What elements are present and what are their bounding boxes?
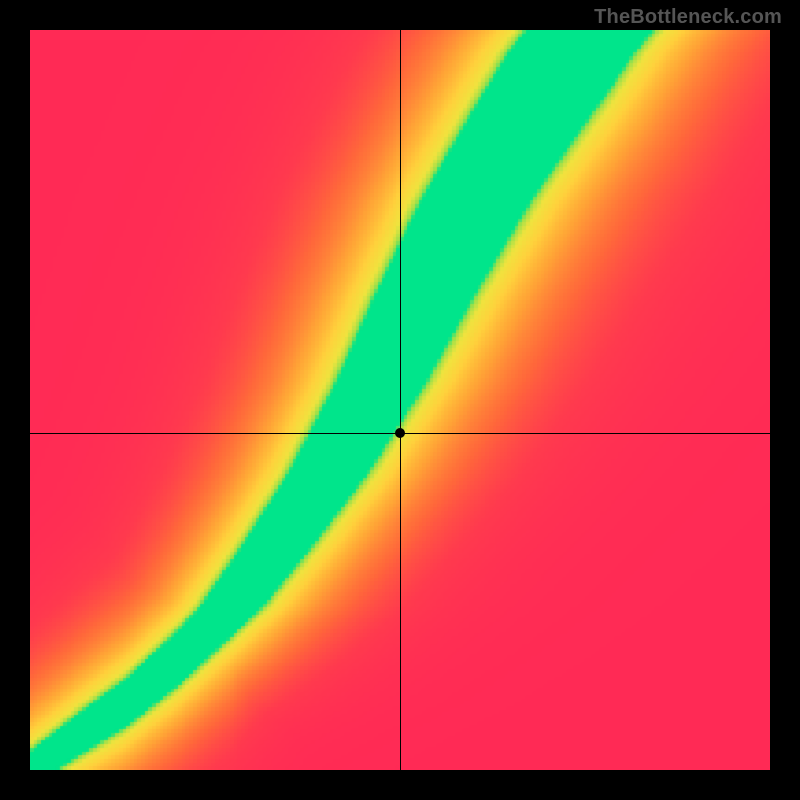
- chart-container: TheBottleneck.com: [0, 0, 800, 800]
- crosshair-vertical: [400, 30, 401, 770]
- watermark-text: TheBottleneck.com: [594, 6, 782, 29]
- marker-dot: [395, 428, 405, 438]
- plot-area: [30, 30, 770, 770]
